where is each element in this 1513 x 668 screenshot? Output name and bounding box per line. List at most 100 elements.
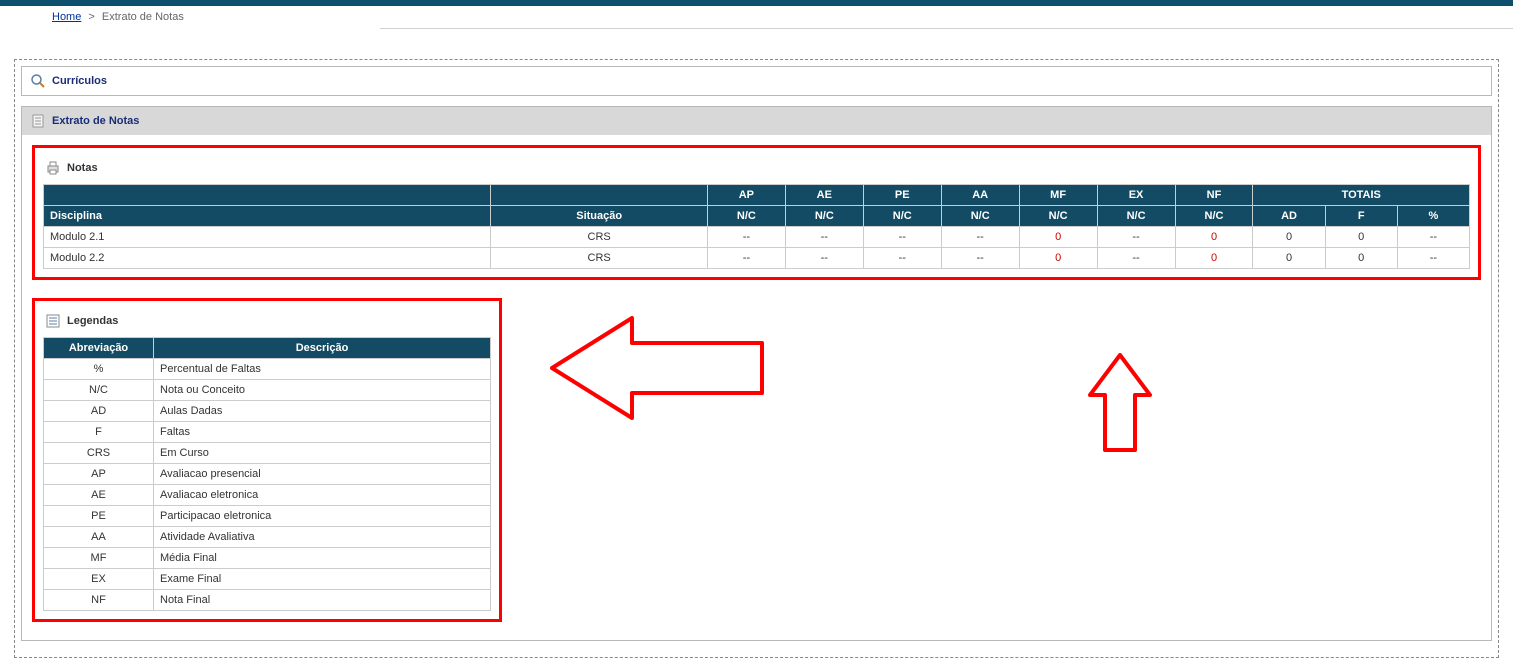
notas-th-ap: AP [707, 185, 785, 206]
legend-table: Abreviação Descrição %Percentual de Falt… [43, 337, 491, 611]
table-row: AEAvaliacao eletronica [44, 485, 491, 506]
table-row: %Percentual de Faltas [44, 359, 491, 380]
legend-abbr: MF [44, 548, 154, 569]
notas-title: Notas [43, 156, 1470, 184]
cell-val: 0 [1019, 227, 1097, 248]
notas-th-nc-6: N/C [1175, 206, 1253, 227]
extrato-content: Notas APAEPEAAMFEXNFTOTAISDisciplinaSitu… [22, 135, 1491, 640]
notas-th-nc-3: N/C [941, 206, 1019, 227]
panel-extrato-header[interactable]: Extrato de Notas [22, 107, 1491, 135]
cell-val: -- [707, 227, 785, 248]
notas-th-nc-4: N/C [1019, 206, 1097, 227]
legend-abbr: CRS [44, 443, 154, 464]
legend-desc: Faltas [154, 422, 491, 443]
legend-desc: Exame Final [154, 569, 491, 590]
cell-val: -- [785, 248, 863, 269]
cell-val: -- [941, 248, 1019, 269]
table-row: ADAulas Dadas [44, 401, 491, 422]
legend-desc: Nota ou Conceito [154, 380, 491, 401]
table-row: MFMédia Final [44, 548, 491, 569]
cell-val: -- [863, 248, 941, 269]
notas-th-tot-ad: AD [1253, 206, 1325, 227]
arrow-up-annotation [1085, 350, 1155, 460]
panel-curriculos: Currículos [21, 66, 1492, 96]
table-row: FFaltas [44, 422, 491, 443]
legend-abbr: AA [44, 527, 154, 548]
notas-th-blank2 [491, 185, 707, 206]
notas-th-disciplina: Disciplina [44, 206, 491, 227]
legend-desc: Participacao eletronica [154, 506, 491, 527]
legend-abbr: NF [44, 590, 154, 611]
notas-th-situacao: Situação [491, 206, 707, 227]
legend-desc: Avaliacao eletronica [154, 485, 491, 506]
table-row: Modulo 2.2CRS--------0--000-- [44, 248, 1470, 269]
cell-tot: 0 [1325, 248, 1397, 269]
arrow-up-annotation-wrap [1085, 350, 1155, 463]
legend-desc: Avaliacao presencial [154, 464, 491, 485]
cell-tot: -- [1397, 227, 1469, 248]
notas-th-pe: PE [863, 185, 941, 206]
table-row: N/CNota ou Conceito [44, 380, 491, 401]
notas-th-tot-%: % [1397, 206, 1469, 227]
breadcrumb-sep: > [88, 11, 94, 23]
legend-title: Legendas [43, 309, 491, 337]
legend-desc: Aulas Dadas [154, 401, 491, 422]
cell-val: -- [941, 227, 1019, 248]
breadcrumb: Home > Extrato de Notas [0, 6, 1513, 29]
notas-table: APAEPEAAMFEXNFTOTAISDisciplinaSituaçãoN/… [43, 184, 1470, 269]
legend-abbr: F [44, 422, 154, 443]
panel-curriculos-header[interactable]: Currículos [22, 67, 1491, 95]
legend-abbr: PE [44, 506, 154, 527]
legend-abbr: % [44, 359, 154, 380]
notas-th-ae: AE [785, 185, 863, 206]
panel-extrato: Extrato de Notas Notas APAEPEAAMFEXNFTOT… [21, 106, 1492, 641]
table-row: EXExame Final [44, 569, 491, 590]
legend-th-desc: Descrição [154, 338, 491, 359]
legend-abbr: EX [44, 569, 154, 590]
cell-tot: 0 [1325, 227, 1397, 248]
notas-th-aa: AA [941, 185, 1019, 206]
legend-abbr: AE [44, 485, 154, 506]
table-row: APAvaliacao presencial [44, 464, 491, 485]
cell-disciplina: Modulo 2.2 [44, 248, 491, 269]
notas-th-nc-1: N/C [785, 206, 863, 227]
arrow-left-annotation [542, 298, 782, 438]
list-icon [45, 313, 61, 329]
printer-icon [45, 160, 61, 176]
table-row: NFNota Final [44, 590, 491, 611]
notas-th-nc-2: N/C [863, 206, 941, 227]
table-row: Modulo 2.1CRS--------0--000-- [44, 227, 1470, 248]
legend-desc: Média Final [154, 548, 491, 569]
cell-val: -- [863, 227, 941, 248]
notas-th-blank1 [44, 185, 491, 206]
cell-val: -- [707, 248, 785, 269]
table-row: CRSEm Curso [44, 443, 491, 464]
legend-th-abbr: Abreviação [44, 338, 154, 359]
legend-row: Legendas Abreviação Descrição %Percentua… [32, 298, 1481, 622]
notas-title-text: Notas [67, 162, 98, 174]
legend-desc: Nota Final [154, 590, 491, 611]
notas-th-totais: TOTAIS [1253, 185, 1470, 206]
table-row: AAAtividade Avaliativa [44, 527, 491, 548]
panel-extrato-title: Extrato de Notas [52, 115, 139, 127]
cell-val: -- [785, 227, 863, 248]
cell-tot: 0 [1253, 227, 1325, 248]
cell-val: 0 [1019, 248, 1097, 269]
notas-th-nc-0: N/C [707, 206, 785, 227]
cell-tot: -- [1397, 248, 1469, 269]
legend-desc: Atividade Avaliativa [154, 527, 491, 548]
search-icon [30, 73, 46, 89]
notas-th-nf: NF [1175, 185, 1253, 206]
notas-annotation-box: Notas APAEPEAAMFEXNFTOTAISDisciplinaSitu… [32, 145, 1481, 280]
legend-desc: Em Curso [154, 443, 491, 464]
breadcrumb-home-link[interactable]: Home [52, 11, 81, 23]
legend-abbr: N/C [44, 380, 154, 401]
legend-abbr: AD [44, 401, 154, 422]
cell-val: -- [1097, 248, 1175, 269]
notas-th-tot-f: F [1325, 206, 1397, 227]
cell-situacao: CRS [491, 248, 707, 269]
notas-th-nc-5: N/C [1097, 206, 1175, 227]
table-row: PEParticipacao eletronica [44, 506, 491, 527]
breadcrumb-current: Extrato de Notas [102, 11, 184, 23]
notas-th-mf: MF [1019, 185, 1097, 206]
